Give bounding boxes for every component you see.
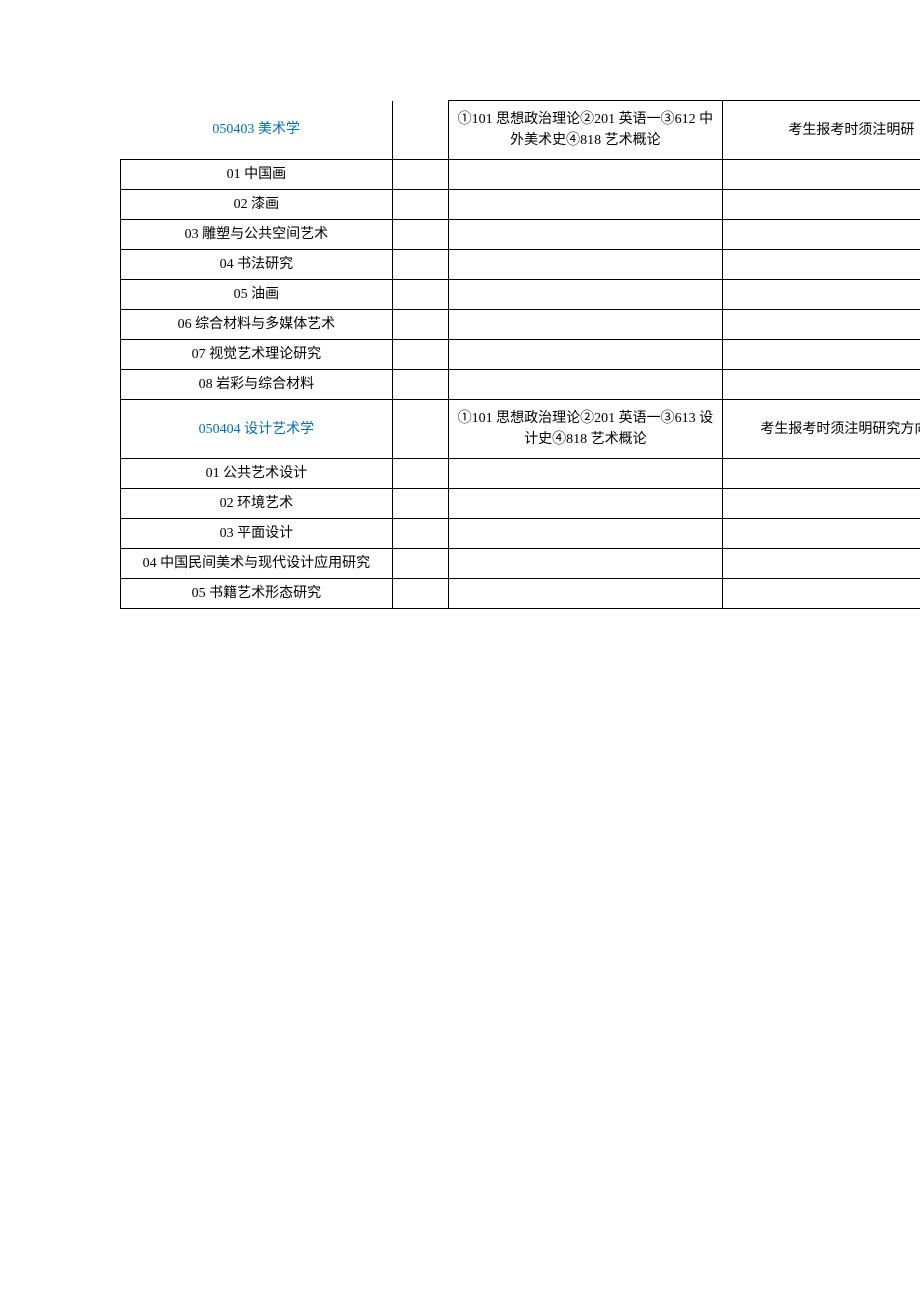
cell-subjects bbox=[448, 310, 722, 340]
cell-note bbox=[722, 160, 920, 190]
cell-subjects bbox=[448, 160, 722, 190]
table-row: 02 漆画 bbox=[121, 190, 920, 220]
cell-note bbox=[722, 280, 920, 310]
cell-note bbox=[722, 340, 920, 370]
cell-blank bbox=[392, 250, 448, 280]
table-row: 05 油画 bbox=[121, 280, 920, 310]
cell-blank bbox=[392, 400, 448, 459]
cell-blank bbox=[392, 160, 448, 190]
cell-program: 06 综合材料与多媒体艺术 bbox=[121, 310, 393, 340]
table-row: 08 岩彩与综合材料 bbox=[121, 370, 920, 400]
cell-note bbox=[722, 190, 920, 220]
table-row: 05 书籍艺术形态研究 bbox=[121, 579, 920, 609]
cell-subjects bbox=[448, 190, 722, 220]
cell-subjects bbox=[448, 220, 722, 250]
cell-note: 考生报考时须注明研究方向。 bbox=[722, 400, 920, 459]
cell-program: 01 公共艺术设计 bbox=[121, 459, 393, 489]
table-row: 050404 设计艺术学 ①101 思想政治理论②201 英语一③613 设计史④… bbox=[121, 400, 920, 459]
cell-note bbox=[722, 489, 920, 519]
cell-program[interactable]: 050403 美术学 bbox=[121, 101, 393, 160]
cell-program: 05 油画 bbox=[121, 280, 393, 310]
cell-subjects bbox=[448, 579, 722, 609]
cell-note bbox=[722, 549, 920, 579]
cell-subjects bbox=[448, 549, 722, 579]
cell-note bbox=[722, 250, 920, 280]
cell-blank bbox=[392, 489, 448, 519]
cell-program: 07 视觉艺术理论研究 bbox=[121, 340, 393, 370]
table-row: 07 视觉艺术理论研究 bbox=[121, 340, 920, 370]
cell-blank bbox=[392, 101, 448, 160]
cell-program: 03 平面设计 bbox=[121, 519, 393, 549]
table-row: 01 中国画 bbox=[121, 160, 920, 190]
cell-blank bbox=[392, 340, 448, 370]
cell-subjects bbox=[448, 280, 722, 310]
table-row: 04 书法研究 bbox=[121, 250, 920, 280]
cell-blank bbox=[392, 220, 448, 250]
table-row: 03 平面设计 bbox=[121, 519, 920, 549]
table-row: 03 雕塑与公共空间艺术 bbox=[121, 220, 920, 250]
cell-note bbox=[722, 220, 920, 250]
program-table: 050403 美术学 ①101 思想政治理论②201 英语一③612 中外美术史④… bbox=[120, 100, 920, 609]
cell-program[interactable]: 050404 设计艺术学 bbox=[121, 400, 393, 459]
cell-note bbox=[722, 579, 920, 609]
table-body: 050403 美术学 ①101 思想政治理论②201 英语一③612 中外美术史④… bbox=[121, 101, 920, 609]
cell-blank bbox=[392, 280, 448, 310]
cell-subjects: ①101 思想政治理论②201 英语一③612 中外美术史④818 艺术概论 bbox=[448, 101, 722, 160]
table-row: 01 公共艺术设计 bbox=[121, 459, 920, 489]
cell-note bbox=[722, 370, 920, 400]
cell-program: 04 书法研究 bbox=[121, 250, 393, 280]
cell-blank bbox=[392, 370, 448, 400]
cell-blank bbox=[392, 310, 448, 340]
cell-blank bbox=[392, 190, 448, 220]
cell-subjects bbox=[448, 489, 722, 519]
cell-note bbox=[722, 310, 920, 340]
cell-program: 01 中国画 bbox=[121, 160, 393, 190]
cell-program: 08 岩彩与综合材料 bbox=[121, 370, 393, 400]
cell-program: 02 漆画 bbox=[121, 190, 393, 220]
cell-subjects: ①101 思想政治理论②201 英语一③613 设计史④818 艺术概论 bbox=[448, 400, 722, 459]
cell-program: 03 雕塑与公共空间艺术 bbox=[121, 220, 393, 250]
cell-note bbox=[722, 519, 920, 549]
table-row: 050403 美术学 ①101 思想政治理论②201 英语一③612 中外美术史④… bbox=[121, 101, 920, 160]
cell-subjects bbox=[448, 340, 722, 370]
cell-note: 考生报考时须注明研 bbox=[722, 101, 920, 160]
table-row: 06 综合材料与多媒体艺术 bbox=[121, 310, 920, 340]
cell-subjects bbox=[448, 370, 722, 400]
cell-program: 02 环境艺术 bbox=[121, 489, 393, 519]
cell-program: 05 书籍艺术形态研究 bbox=[121, 579, 393, 609]
cell-program: 04 中国民间美术与现代设计应用研究 bbox=[121, 549, 393, 579]
cell-blank bbox=[392, 579, 448, 609]
cell-subjects bbox=[448, 459, 722, 489]
cell-blank bbox=[392, 549, 448, 579]
cell-subjects bbox=[448, 250, 722, 280]
cell-blank bbox=[392, 519, 448, 549]
cell-note bbox=[722, 459, 920, 489]
cell-blank bbox=[392, 459, 448, 489]
table-row: 04 中国民间美术与现代设计应用研究 bbox=[121, 549, 920, 579]
cell-subjects bbox=[448, 519, 722, 549]
table-row: 02 环境艺术 bbox=[121, 489, 920, 519]
